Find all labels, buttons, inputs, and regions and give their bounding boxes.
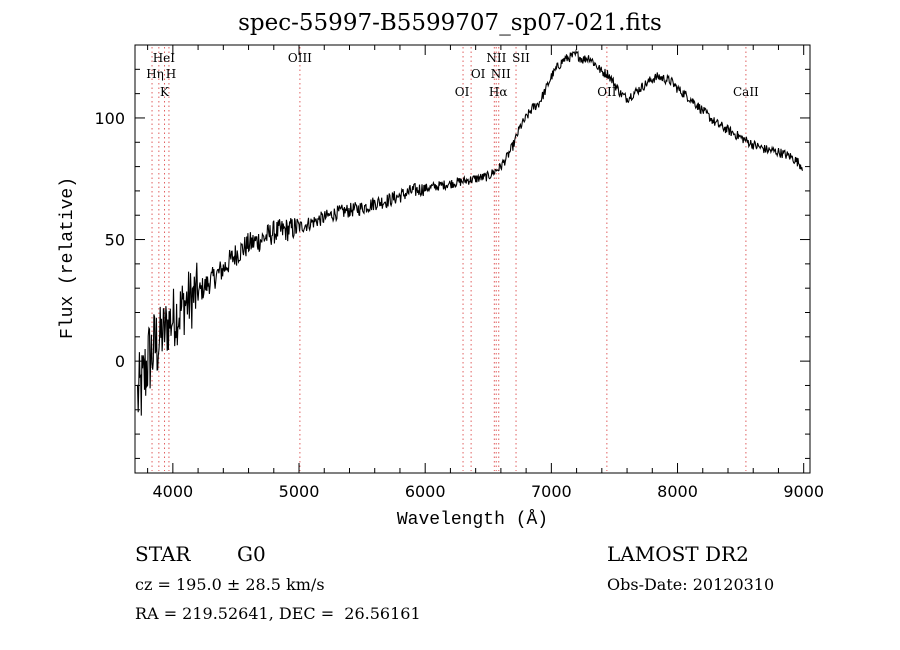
coordinates: RA = 219.52641, DEC = 26.56161 bbox=[135, 604, 421, 623]
line-label: OI bbox=[455, 85, 470, 99]
line-label: Hη bbox=[146, 67, 164, 81]
chart-title: spec-55997-B5599707_sp07-021.fits bbox=[238, 10, 662, 36]
redshift-velocity: cz = 195.0 ± 28.5 km/s bbox=[135, 575, 325, 594]
survey-name: LAMOST DR2 bbox=[607, 542, 749, 566]
y-tick-label: 100 bbox=[94, 109, 125, 128]
y-axis-label: Flux (relative) bbox=[58, 176, 78, 340]
x-tick-label: 7000 bbox=[531, 482, 572, 501]
line-label: CaII bbox=[733, 85, 759, 99]
plot-frame bbox=[134, 44, 811, 474]
y-tick-label: 0 bbox=[115, 352, 125, 371]
x-axis-label: Wavelength (Å) bbox=[396, 510, 549, 530]
line-label: NII bbox=[486, 51, 506, 65]
x-tick-label: 4000 bbox=[152, 482, 193, 501]
x-tick-label: 8000 bbox=[657, 482, 698, 501]
spectrum-trace bbox=[136, 49, 803, 416]
line-label: Hα bbox=[489, 85, 508, 99]
x-tick-label: 6000 bbox=[405, 482, 446, 501]
y-tick-label: 50 bbox=[105, 231, 125, 250]
line-label: SII bbox=[512, 51, 530, 65]
x-tick-label: 9000 bbox=[783, 482, 824, 501]
spectral-subclass: G0 bbox=[237, 542, 266, 566]
line-label: HeI bbox=[153, 51, 176, 65]
line-label: NII bbox=[491, 67, 511, 81]
line-label: K bbox=[160, 85, 170, 99]
line-label: OII bbox=[597, 85, 617, 99]
x-tick-label: 5000 bbox=[279, 482, 320, 501]
emission-line-markers bbox=[151, 47, 747, 471]
observation-date: Obs-Date: 20120310 bbox=[607, 575, 775, 594]
line-label: H bbox=[166, 67, 176, 81]
line-label: OIII bbox=[288, 51, 312, 65]
tick-labels: 4000 5000 6000 7000 8000 9000 0 50 100 bbox=[94, 109, 824, 501]
line-label: OI bbox=[471, 67, 486, 81]
object-type: STAR bbox=[135, 542, 191, 566]
axis-ticks bbox=[135, 45, 810, 473]
